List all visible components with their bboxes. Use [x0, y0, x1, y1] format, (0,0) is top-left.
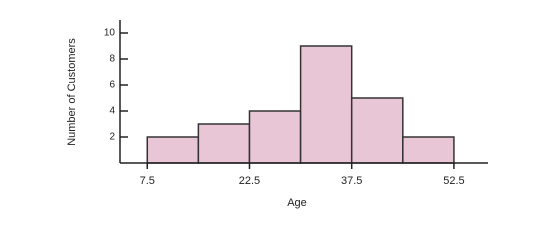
y-tick-label: 8 — [109, 54, 115, 65]
x-tick-label: 52.5 — [443, 175, 464, 187]
bar — [248, 110, 302, 164]
x-tick-label: 7.5 — [140, 175, 155, 187]
y-tick-label: 4 — [109, 106, 115, 117]
bar — [146, 136, 200, 164]
y-axis-label: Number of Customers — [66, 38, 78, 146]
x-tick-label: 37.5 — [341, 175, 362, 187]
chart: Age Number of Customers 2 4 6 8 10 7.5 22.5 37.… — [66, 20, 488, 209]
bar — [402, 136, 455, 164]
bar — [299, 45, 353, 164]
y-tick-label: 10 — [104, 28, 116, 39]
y-tick-label: 2 — [109, 132, 115, 143]
bar — [350, 97, 404, 164]
x-axis-label: Age — [287, 197, 307, 209]
x-tick-label: 22.5 — [239, 175, 260, 187]
bar — [197, 123, 251, 164]
y-tick-label: 6 — [109, 80, 115, 91]
